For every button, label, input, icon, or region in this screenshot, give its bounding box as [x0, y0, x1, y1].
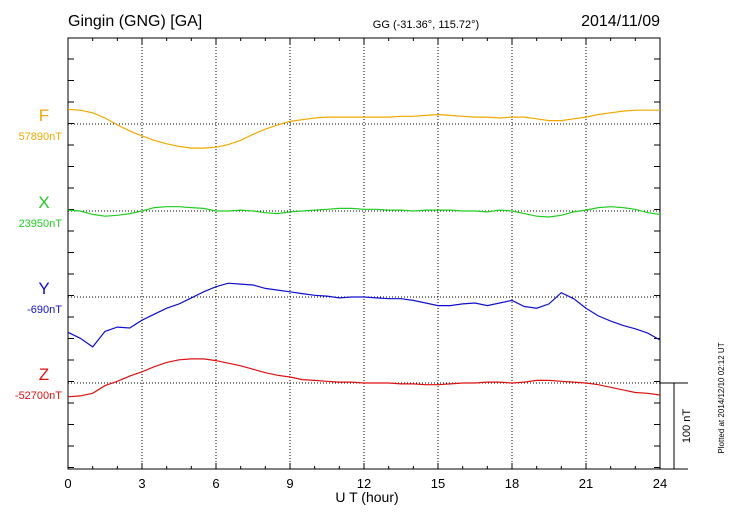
plotted-timestamp: Plotted at 2014/12/10 02:12 UT [717, 342, 726, 453]
series-name-z: Z [39, 365, 49, 384]
x-tick-label: 6 [212, 476, 219, 491]
series-labels: F 57890nT X 23950nT Y -690nT Z -52700nT [15, 106, 62, 402]
x-tick-label: 3 [138, 476, 145, 491]
series-name-y: Y [38, 279, 49, 298]
x-axis-label: U T (hour) [335, 489, 398, 505]
scale-bar-label: 100 nT [681, 409, 693, 444]
series-line-f [67, 108, 660, 149]
station-coordinates: GG (-31.36°, 115.72°) [373, 19, 479, 31]
x-tick-label: 24 [653, 476, 667, 491]
series-line-z [67, 358, 661, 398]
series-name-x: X [38, 193, 49, 212]
series-baseline-f: 57890nT [19, 131, 63, 143]
x-tick-labels: 0 3 6 9 12 15 18 21 24 [64, 476, 667, 491]
x-tick-label: 9 [286, 476, 293, 491]
series-line-x [67, 206, 661, 218]
series-baseline-x: 23950nT [19, 218, 63, 230]
scale-bar: 100 nT [660, 382, 693, 470]
series-lines [67, 108, 661, 398]
axis-ticks [67, 38, 661, 469]
x-tick-label: 12 [357, 476, 371, 491]
date-label: 2014/11/09 [581, 13, 660, 30]
x-tick-label: 15 [431, 476, 445, 491]
x-tick-label: 21 [579, 476, 593, 491]
x-tick-label: 18 [505, 476, 519, 491]
grid [141, 38, 587, 469]
x-tick-label: 0 [64, 476, 71, 491]
series-baseline-z: -52700nT [15, 390, 62, 402]
station-title: Gingin (GNG) [GA] [68, 13, 202, 30]
series-line-y [67, 282, 661, 348]
series-baseline-y: -690nT [27, 304, 62, 316]
series-name-f: F [39, 106, 49, 125]
